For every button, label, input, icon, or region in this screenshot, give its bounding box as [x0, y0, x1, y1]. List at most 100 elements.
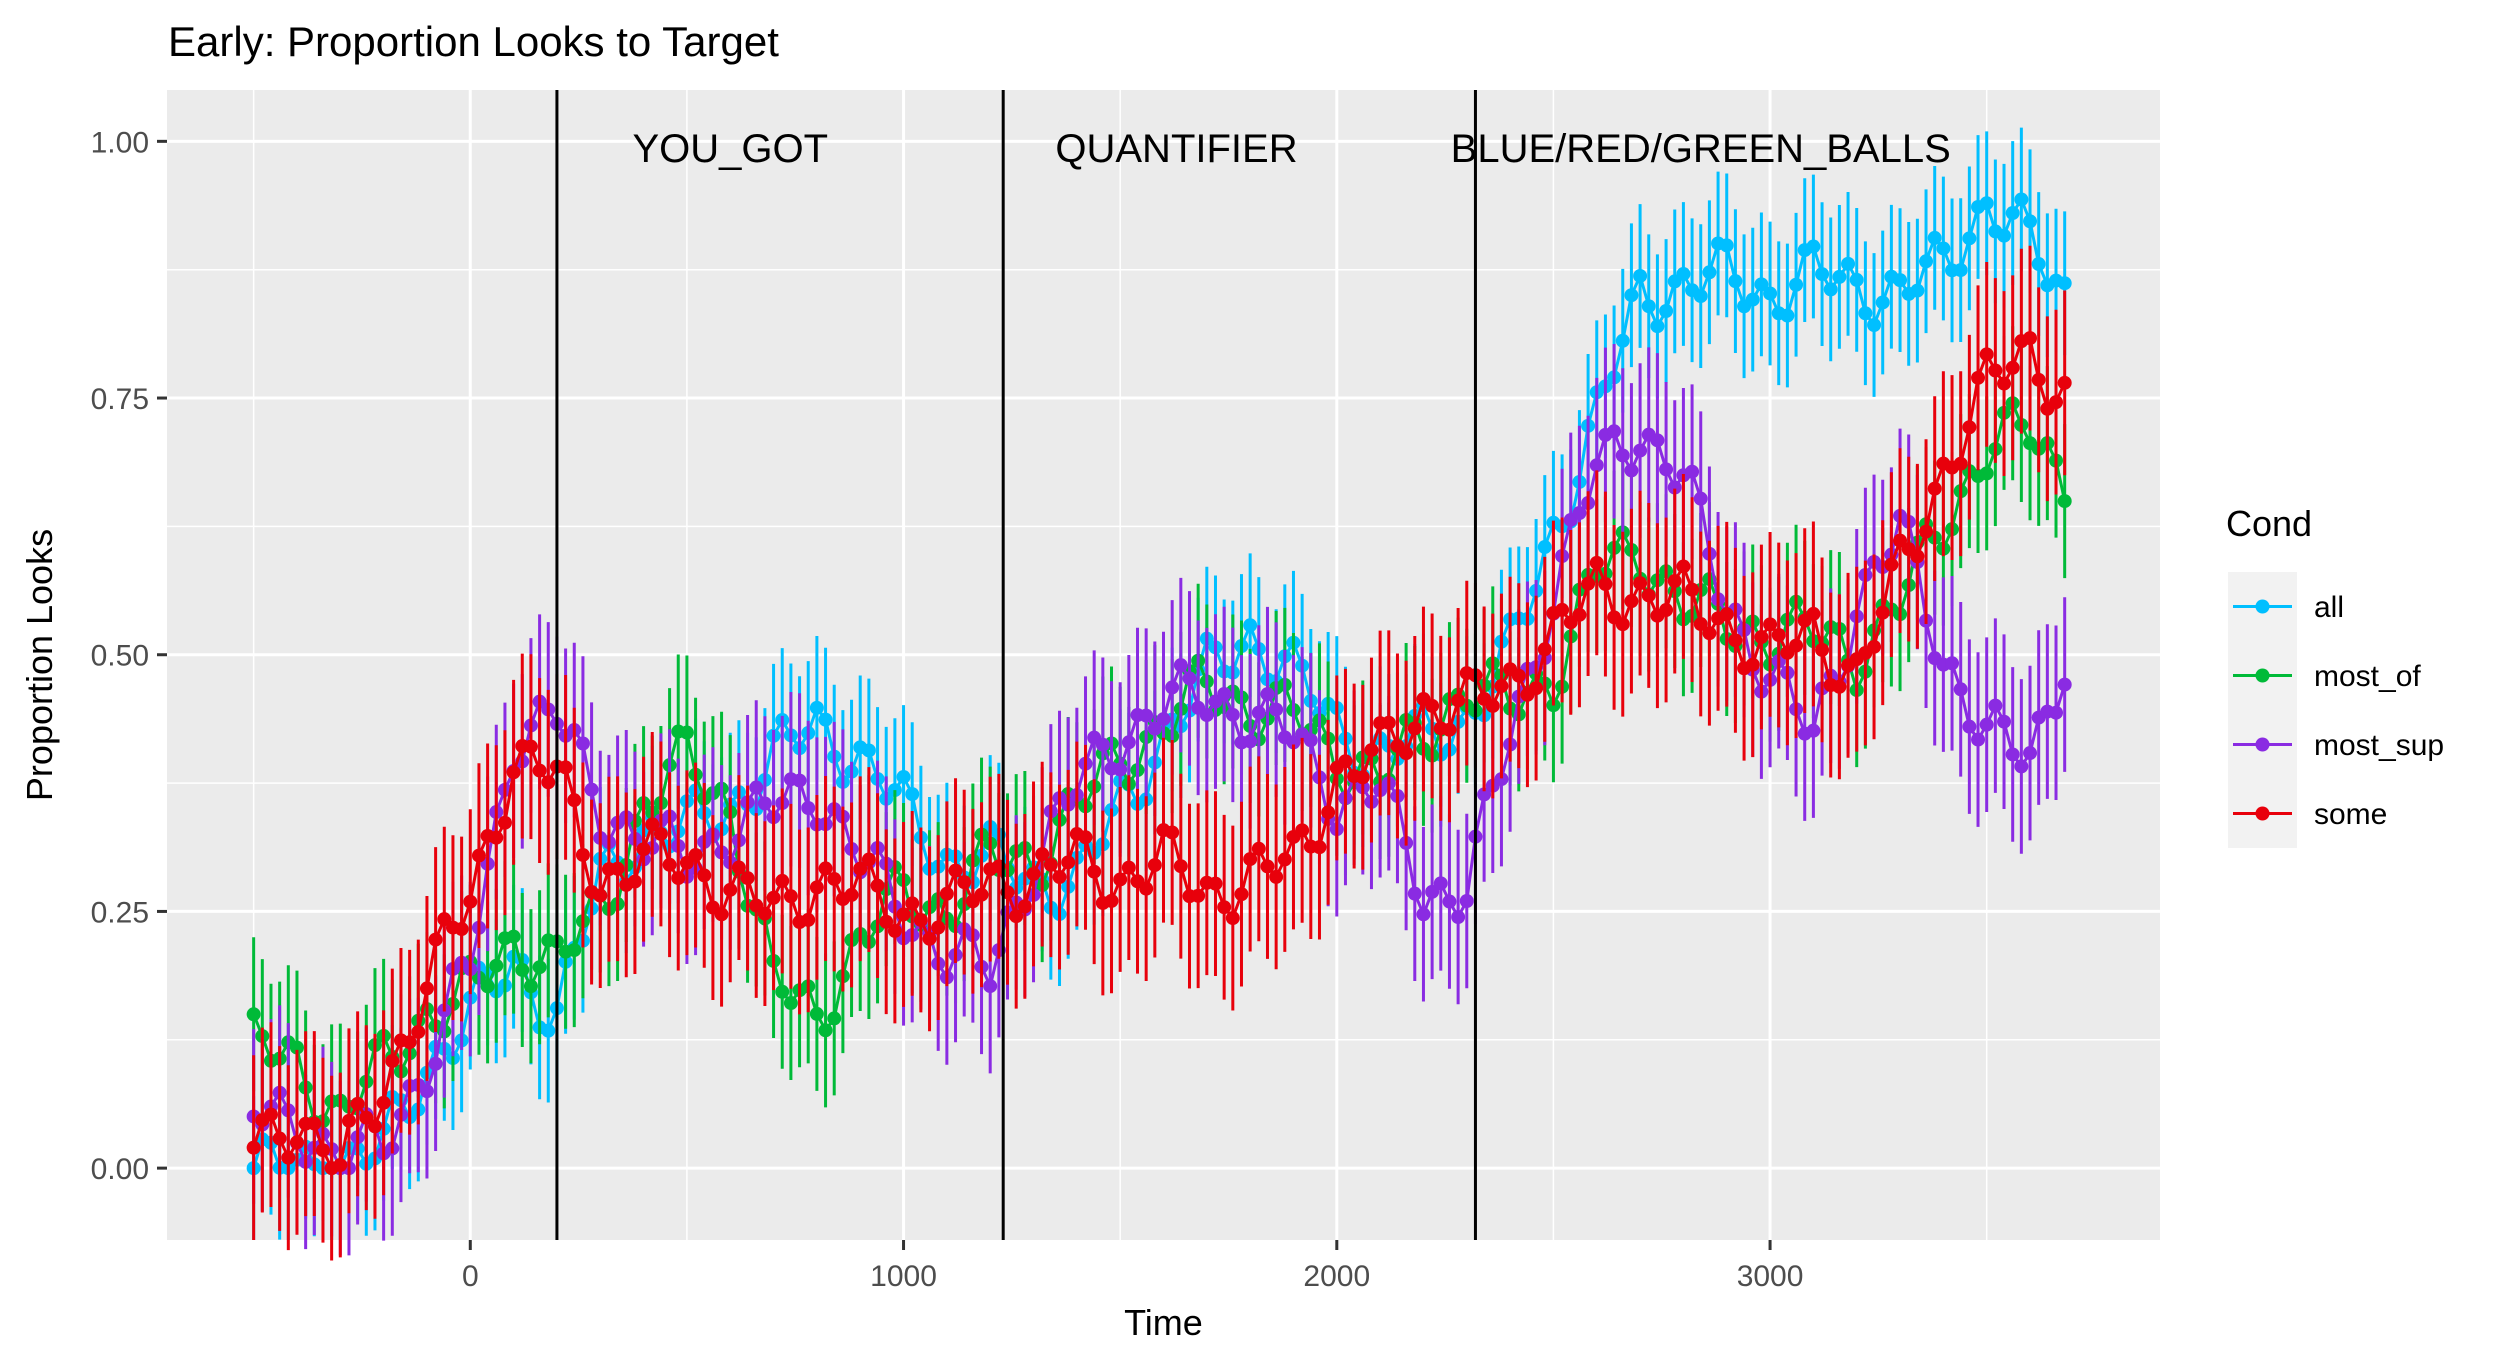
point-some: [1113, 872, 1128, 887]
point-some: [1693, 617, 1708, 632]
point-most_sup: [1997, 714, 2012, 729]
region-labels: YOU_GOT QUANTIFIER BLUE/RED/GREEN_BALLS: [632, 127, 1950, 171]
point-most_of: [2057, 494, 2072, 509]
point-most_of: [1979, 466, 1994, 481]
point-some: [740, 871, 755, 886]
point-some: [1260, 859, 1275, 874]
point-most_sup: [1442, 894, 1457, 909]
point-all: [1659, 304, 1674, 319]
point-some: [671, 871, 686, 886]
point-most_sup: [575, 736, 590, 751]
legend-title: Cond: [2226, 503, 2312, 544]
legend-label: some: [2314, 798, 2387, 831]
point-some: [1919, 524, 1934, 539]
y-tick-label: 0.00: [91, 1153, 149, 1186]
point-some: [1685, 582, 1700, 597]
point-some: [1147, 858, 1162, 873]
point-some: [1312, 840, 1327, 855]
point-most_sup: [1589, 458, 1604, 473]
point-some: [341, 1113, 356, 1128]
point-most_sup: [1607, 424, 1622, 439]
point-some: [1043, 857, 1058, 872]
point-some: [1728, 633, 1743, 648]
point-some: [1832, 679, 1847, 694]
point-some: [1953, 456, 1968, 471]
point-all: [1823, 282, 1838, 297]
x-tick-label: 3000: [1737, 1260, 1804, 1293]
point-some: [1659, 603, 1674, 618]
point-some: [1243, 852, 1258, 867]
point-most_sup: [757, 796, 772, 811]
region-label: YOU_GOT: [632, 127, 828, 171]
point-most_sup: [983, 979, 998, 994]
point-some: [1251, 841, 1266, 856]
point-most_of: [679, 725, 694, 740]
point-some: [957, 875, 972, 890]
point-some: [809, 880, 824, 895]
point-some: [1815, 642, 1830, 657]
point-most_sup: [749, 780, 764, 795]
point-some: [723, 882, 738, 897]
point-all: [896, 769, 911, 784]
point-some: [471, 848, 486, 863]
point-some: [1511, 668, 1526, 683]
point-some: [593, 888, 608, 903]
point-most_of: [289, 1040, 304, 1055]
point-some: [333, 1158, 348, 1173]
point-most_sup: [1182, 671, 1197, 686]
point-most_sup: [2057, 677, 2072, 692]
point-some: [1702, 626, 1717, 641]
point-some: [289, 1135, 304, 1150]
point-some: [870, 878, 885, 893]
y-tick-label: 0.50: [91, 640, 149, 673]
point-some: [437, 912, 452, 927]
point-some: [350, 1096, 365, 1111]
point-most_sup: [1572, 506, 1587, 521]
point-some: [558, 760, 573, 775]
point-most_sup: [1433, 876, 1448, 891]
point-some: [281, 1150, 296, 1165]
point-all: [818, 712, 833, 727]
point-some: [1572, 607, 1587, 622]
point-most_of: [818, 1023, 833, 1038]
point-most_sup: [1962, 719, 1977, 734]
point-some: [1104, 893, 1119, 908]
x-tick-label: 0: [462, 1260, 479, 1293]
point-most_of: [246, 1007, 261, 1022]
point-some: [948, 863, 963, 878]
point-some: [1997, 376, 2012, 391]
point-some: [489, 830, 504, 845]
point-some: [757, 906, 772, 921]
point-some: [532, 763, 547, 778]
legend-key-point: [2255, 599, 2270, 614]
point-some: [1035, 847, 1050, 862]
point-some: [1806, 606, 1821, 621]
point-most_sup: [1667, 480, 1682, 495]
point-most_sup: [1139, 708, 1154, 723]
point-some: [523, 739, 538, 754]
point-some: [766, 890, 781, 905]
region-label: QUANTIFIER: [1055, 127, 1297, 171]
point-most_sup: [1988, 698, 2003, 713]
point-some: [246, 1140, 261, 1155]
point-most_of: [532, 960, 547, 975]
point-some: [1754, 629, 1769, 644]
point-some: [775, 873, 790, 888]
legend-label: most_of: [2314, 660, 2421, 693]
point-some: [1589, 555, 1604, 570]
point-some: [1745, 657, 1760, 672]
point-all: [1962, 231, 1977, 246]
point-some: [1962, 420, 1977, 435]
point-some: [714, 907, 729, 922]
point-some: [1529, 681, 1544, 696]
point-all: [2005, 206, 2020, 221]
point-most_of: [480, 979, 495, 994]
point-some: [1494, 679, 1509, 694]
point-all: [1615, 333, 1630, 348]
point-some: [1121, 860, 1136, 875]
point-all: [1806, 239, 1821, 254]
point-some: [653, 826, 668, 841]
point-some: [1009, 909, 1024, 924]
point-some: [861, 852, 876, 867]
